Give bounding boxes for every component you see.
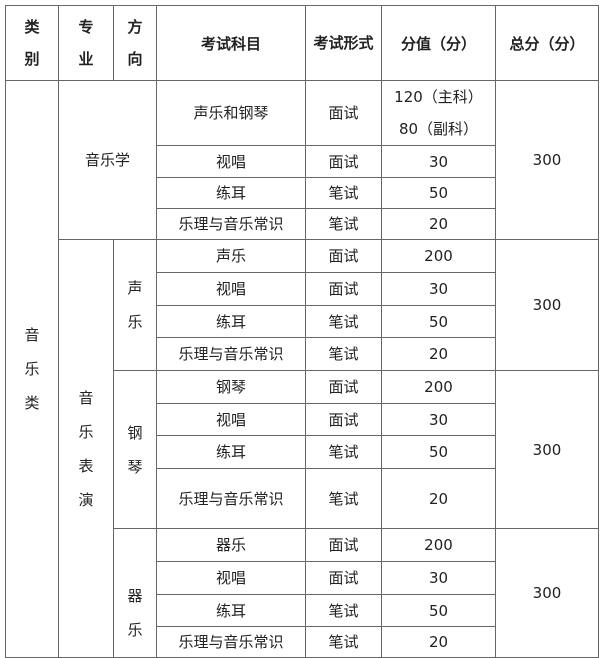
table-row: 乐理与音乐常识 笔试 20 [6, 208, 599, 240]
score-cell: 120（主科） 80（副科） [381, 80, 496, 146]
subject-cell: 乐理与音乐常识 [156, 208, 306, 240]
exam-subject-table: 类别 专业 方向 考试科目 考试形式 分值（分） 总分（分） 音乐类 音乐学 声… [5, 5, 599, 658]
score-cell: 20 [381, 337, 496, 371]
form-cell: 面试 [305, 528, 382, 562]
major-musicology: 音乐学 [58, 80, 157, 240]
table-row: 练耳 笔试 50 [6, 177, 599, 209]
score-cell: 30 [381, 561, 496, 595]
table-row: 乐理与音乐常识 笔试 20 [6, 626, 599, 658]
score-cell: 20 [381, 208, 496, 240]
score-cell: 30 [381, 145, 496, 178]
table-row: 视唱 面试 30 [6, 145, 599, 178]
header-major: 专业 [58, 5, 114, 81]
score-cell: 200 [381, 528, 496, 562]
score-cell: 50 [381, 305, 496, 338]
header-total: 总分（分） [495, 5, 599, 81]
form-cell: 笔试 [305, 337, 382, 371]
table-row: 器乐 器乐 面试 200 300 [6, 528, 599, 658]
subject-cell: 视唱 [156, 561, 306, 595]
score-cell: 50 [381, 594, 496, 627]
subject-cell: 练耳 [156, 435, 306, 469]
header-score: 分值（分） [381, 5, 496, 81]
form-cell: 笔试 [305, 435, 382, 469]
direction-vocal: 声乐 [113, 239, 157, 371]
form-cell: 面试 [305, 403, 382, 436]
subject-cell: 视唱 [156, 272, 306, 306]
subject-cell: 乐理与音乐常识 [156, 337, 306, 371]
form-cell: 面试 [305, 239, 382, 273]
table-row: 视唱 面试 30 [6, 403, 599, 436]
subject-cell: 练耳 [156, 177, 306, 209]
form-cell: 面试 [305, 145, 382, 178]
total-cell: 300 [495, 80, 599, 240]
table-row: 乐理与音乐常识 笔试 20 [6, 337, 599, 371]
score-cell: 200 [381, 239, 496, 273]
subject-cell: 声乐 [156, 239, 306, 273]
table-row: 钢琴 钢琴 面试 200 300 [6, 370, 599, 529]
header-category: 类别 [5, 5, 59, 81]
table-header-row: 类别 专业 方向 考试科目 考试形式 分值（分） 总分（分） [5, 5, 599, 81]
form-cell: 面试 [305, 80, 382, 146]
form-cell: 笔试 [305, 177, 382, 209]
score-cell: 30 [381, 403, 496, 436]
form-cell: 笔试 [305, 468, 382, 529]
score-cell: 50 [381, 177, 496, 209]
table-row: 乐理与音乐常识 笔试 20 [6, 468, 599, 529]
table-row: 音乐表演 声乐 声乐 面试 200 300 [6, 239, 599, 658]
form-cell: 面试 [305, 370, 382, 404]
subject-cell: 练耳 [156, 305, 306, 338]
header-subject: 考试科目 [156, 5, 306, 81]
category-cell: 音乐类 [5, 80, 59, 658]
table-row: 视唱 面试 30 [6, 561, 599, 595]
header-direction: 方向 [113, 5, 157, 81]
subject-cell: 声乐和钢琴 [156, 80, 306, 146]
table-row: 视唱 面试 30 [6, 272, 599, 306]
subject-cell: 练耳 [156, 594, 306, 627]
major-performance: 音乐表演 [58, 239, 114, 658]
form-cell: 笔试 [305, 594, 382, 627]
form-cell: 面试 [305, 272, 382, 306]
direction-piano: 钢琴 [113, 370, 157, 529]
subject-cell: 乐理与音乐常识 [156, 626, 306, 658]
score-main: 120（主科） [394, 88, 483, 106]
header-form: 考试形式 [305, 5, 382, 81]
score-cell: 30 [381, 272, 496, 306]
total-cell: 300 [495, 239, 599, 371]
score-cell: 20 [381, 626, 496, 658]
subject-cell: 钢琴 [156, 370, 306, 404]
form-cell: 面试 [305, 561, 382, 595]
form-cell: 笔试 [305, 626, 382, 658]
table-row: 练耳 笔试 50 [6, 305, 599, 338]
subject-cell: 乐理与音乐常识 [156, 468, 306, 529]
subject-cell: 视唱 [156, 403, 306, 436]
direction-instrumental: 器乐 [113, 528, 157, 658]
subject-cell: 视唱 [156, 145, 306, 178]
score-cell: 200 [381, 370, 496, 404]
score-cell: 50 [381, 435, 496, 469]
score-cell: 20 [381, 468, 496, 529]
form-cell: 笔试 [305, 305, 382, 338]
total-cell: 300 [495, 370, 599, 529]
form-cell: 笔试 [305, 208, 382, 240]
score-minor: 80（副科） [398, 120, 479, 138]
table-row: 音乐类 音乐学 声乐和钢琴 面试 120（主科） 80（副科） 300 [5, 80, 599, 658]
subject-cell: 器乐 [156, 528, 306, 562]
table-row: 练耳 笔试 50 [6, 435, 599, 469]
total-cell: 300 [495, 528, 599, 658]
